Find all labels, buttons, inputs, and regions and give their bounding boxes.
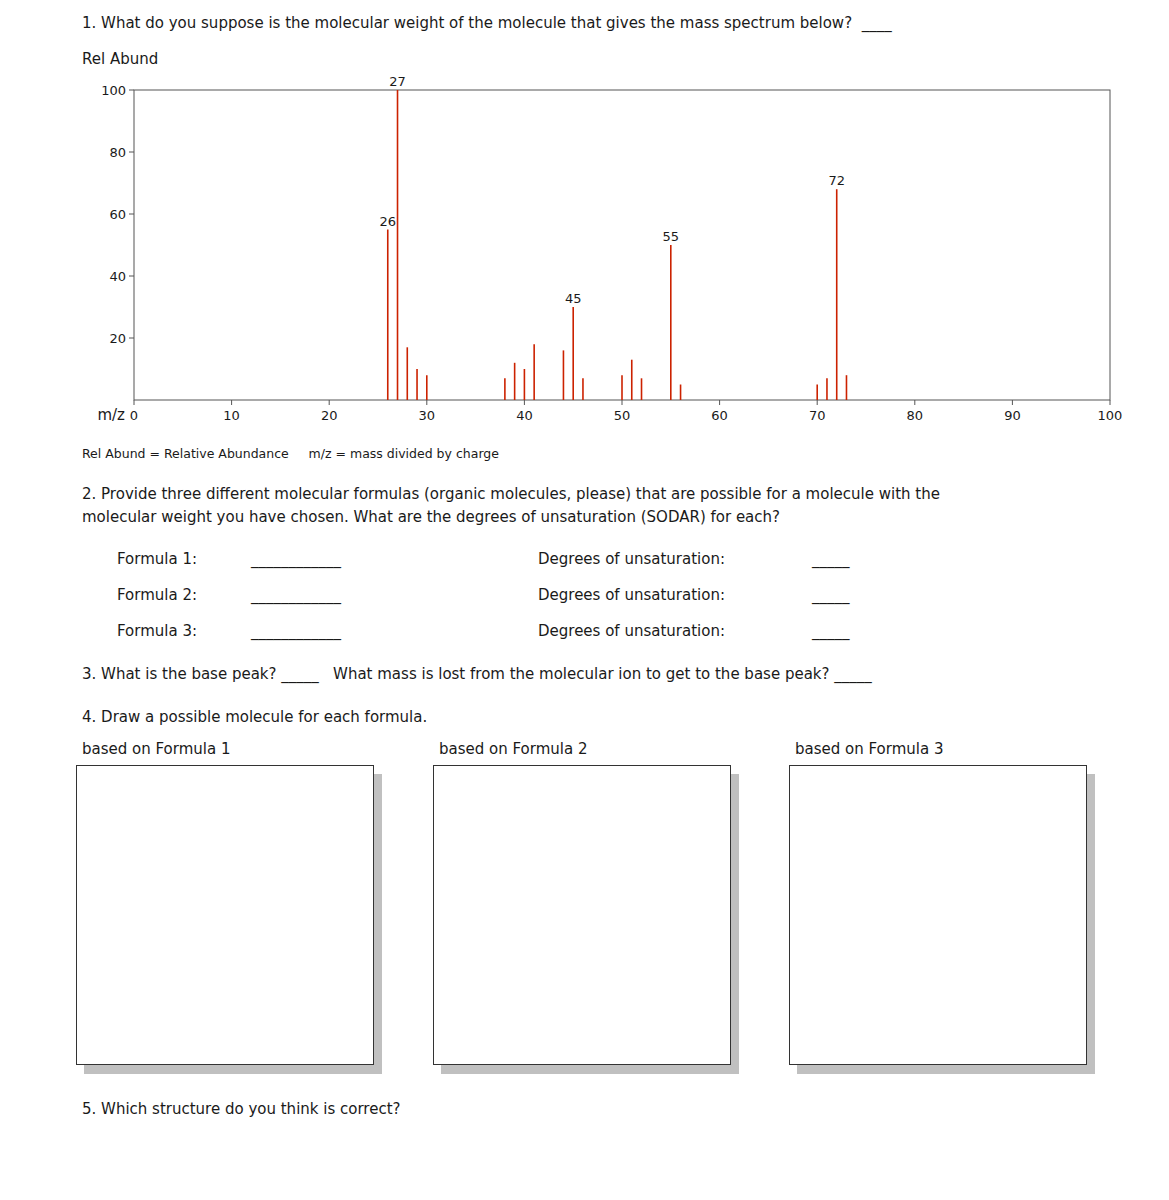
peaks — [388, 90, 847, 400]
degrees-label: Degrees of unsaturation: — [538, 550, 725, 568]
drawing-box — [433, 765, 731, 1065]
y-tick-label: 80 — [109, 145, 126, 160]
answer-blank: _____ — [812, 550, 850, 568]
peak — [524, 369, 526, 400]
x-tick-label: 100 — [1098, 408, 1123, 423]
y-axis-label: Rel Abund — [82, 50, 158, 68]
y-tick — [129, 338, 134, 339]
box-label: based on Formula 3 — [795, 740, 943, 758]
box-label: based on Formula 2 — [439, 740, 587, 758]
drawing-box — [76, 765, 374, 1065]
x-tick-label: 30 — [419, 408, 436, 423]
question: 4. Draw a possible molecule for each for… — [82, 708, 427, 726]
peak — [387, 230, 389, 401]
peak-label: 26 — [379, 214, 396, 229]
x-tick — [231, 400, 232, 405]
x-tick-label: 50 — [614, 408, 631, 423]
question: 3. What is the base peak? _____ What mas… — [82, 665, 872, 683]
y-tick-label: 60 — [109, 207, 126, 222]
peak — [533, 344, 535, 400]
plot-frame — [134, 90, 1110, 400]
formula-label: Formula 2: — [117, 586, 197, 604]
peak — [563, 350, 565, 400]
peak-label: 27 — [389, 74, 406, 89]
peak — [670, 245, 672, 400]
x-tick — [134, 400, 135, 405]
x-tick-label: 60 — [711, 408, 728, 423]
x-tick — [426, 400, 427, 405]
x-tick — [719, 400, 720, 405]
x-tick — [329, 400, 330, 405]
peak — [680, 385, 682, 401]
answer-blank: ____________ — [251, 622, 341, 640]
note: Rel Abund = Relative Abundance m/z = mas… — [82, 445, 499, 463]
y-tick-label: 20 — [109, 331, 126, 346]
x-tick-label: 80 — [907, 408, 924, 423]
peak-label: 72 — [828, 173, 845, 188]
peak — [816, 385, 818, 401]
peak — [826, 378, 828, 400]
answer-blank: _____ — [812, 622, 850, 640]
x-axis-label: m/z — [97, 406, 125, 424]
x-tick — [622, 400, 623, 405]
x-tick-label: 90 — [1004, 408, 1021, 423]
peak — [514, 363, 516, 400]
x-tick-label: 40 — [516, 408, 533, 423]
x-tick — [914, 400, 915, 405]
y-tick-label: 100 — [101, 83, 126, 98]
x-tick-label: 10 — [223, 408, 240, 423]
peak — [426, 375, 428, 400]
degrees-label: Degrees of unsaturation: — [538, 622, 725, 640]
peak — [846, 375, 848, 400]
x-tick — [1012, 400, 1013, 405]
x-tick — [524, 400, 525, 405]
y-tick — [129, 214, 134, 215]
question: 5. Which structure do you think is corre… — [82, 1100, 401, 1118]
peak — [621, 375, 623, 400]
formula-label: Formula 3: — [117, 622, 197, 640]
answer-blank: ____________ — [251, 586, 341, 604]
peak — [582, 378, 584, 400]
peak — [836, 189, 838, 400]
x-tick — [1110, 400, 1111, 405]
drawing-box — [789, 765, 1087, 1065]
x-tick-label: 20 — [321, 408, 338, 423]
peak-label: 45 — [565, 291, 582, 306]
peak — [416, 369, 418, 400]
peak — [631, 360, 633, 400]
y-tick — [129, 152, 134, 153]
degrees-label: Degrees of unsaturation: — [538, 586, 725, 604]
peak-label: 55 — [663, 229, 680, 244]
peak — [397, 90, 399, 400]
x-tick-label: 70 — [809, 408, 826, 423]
peak — [406, 347, 408, 400]
y-tick — [129, 90, 134, 91]
peak — [504, 378, 506, 400]
x-tick-label: 0 — [130, 408, 138, 423]
question: molecular weight you have chosen. What a… — [82, 508, 780, 526]
peak — [641, 378, 643, 400]
y-tick — [129, 276, 134, 277]
title: 1. What do you suppose is the molecular … — [82, 14, 892, 32]
answer-blank: ____________ — [251, 550, 341, 568]
chart: 0 10 20 30 40 50 60 70 80 90 100 m/z 20 40 60 80 100 27 26… — [0, 0, 1169, 440]
x-tick — [817, 400, 818, 405]
answer-blank: _____ — [812, 586, 850, 604]
y-tick-label: 40 — [109, 269, 126, 284]
box-label: based on Formula 1 — [82, 740, 230, 758]
question: 2. Provide three different molecular for… — [82, 485, 940, 503]
peak — [572, 307, 574, 400]
formula-label: Formula 1: — [117, 550, 197, 568]
